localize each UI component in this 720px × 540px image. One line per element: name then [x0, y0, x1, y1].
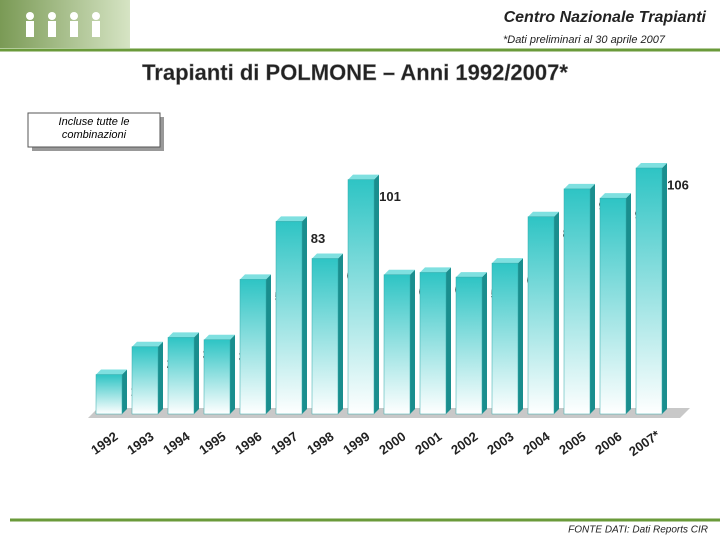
bar-top [96, 369, 127, 375]
bar-top [564, 183, 595, 189]
x-tick-label: 1999 [340, 429, 372, 458]
bar [455, 276, 483, 415]
bar-side [374, 174, 379, 414]
data-label: 83 [311, 231, 325, 246]
bar [383, 274, 411, 415]
bar [203, 339, 231, 415]
bar-side [230, 334, 235, 414]
bar [311, 258, 339, 415]
bar-side [122, 369, 127, 414]
header-note: *Dati preliminari al 30 aprile 2007 [503, 34, 666, 46]
bar-side [518, 258, 523, 414]
annotation: Incluse tutte le combinazioni [58, 116, 130, 141]
bar [527, 216, 555, 415]
bar-top [420, 267, 451, 273]
bar-side [446, 267, 451, 414]
bar-side [410, 269, 415, 414]
bar [239, 279, 267, 415]
bar [563, 188, 591, 415]
bar-top [600, 193, 631, 199]
bar-side [338, 253, 343, 414]
bar-side [554, 211, 559, 414]
chart-title: Trapianti di POLMONE – Anni 1992/2007* [142, 60, 568, 85]
x-tick-label: 1995 [196, 429, 228, 458]
logo [26, 12, 100, 37]
x-tick-label: 1996 [232, 429, 264, 458]
bar-side [266, 274, 271, 414]
data-label: 101 [379, 189, 401, 204]
x-tick-label: 2001 [412, 429, 444, 458]
bar-top [348, 174, 379, 180]
x-tick-label: 1994 [160, 428, 193, 457]
logo-band [0, 0, 130, 48]
x-tick-label: 2004 [520, 428, 553, 457]
bar [419, 272, 447, 415]
bar [347, 179, 375, 415]
x-tick-label: 2003 [484, 429, 516, 458]
x-tick-label: 1997 [268, 429, 300, 458]
x-tick-label: 2000 [376, 429, 408, 458]
bar [491, 262, 519, 415]
x-tick-label: 1992 [88, 429, 120, 458]
plot: 1719922919933319943219955819968319976719… [88, 163, 689, 459]
bar-top [276, 216, 307, 222]
bar [131, 346, 159, 415]
bar-top [528, 211, 559, 217]
x-tick-label: 1998 [304, 429, 336, 458]
bar [599, 197, 627, 415]
bar [95, 374, 123, 415]
annotation-wrap: Incluse tutte le combinazioni [58, 116, 130, 141]
source: FONTE DATI: Dati Reports CIR [568, 525, 708, 536]
bar-side [302, 216, 307, 414]
bar [275, 221, 303, 415]
bar-side [158, 341, 163, 414]
bar-top [312, 253, 343, 259]
bar-top [636, 163, 667, 168]
data-label: 106 [667, 177, 689, 192]
org-name: Centro Nazionale Trapianti [504, 9, 707, 26]
bar-side [662, 163, 667, 414]
bar-top [456, 272, 487, 278]
bar-side [626, 193, 631, 414]
bar-top [492, 258, 523, 264]
annotation-box [27, 112, 161, 148]
bar-top [168, 332, 199, 338]
bar-side [590, 183, 595, 414]
x-tick-label: 1993 [124, 429, 156, 458]
bar [167, 337, 195, 415]
bar [635, 167, 663, 415]
bar-top [240, 274, 271, 280]
x-tick-label: 2002 [448, 429, 480, 458]
x-tick-label: 2006 [592, 429, 624, 458]
x-tick-label: 2007* [626, 427, 663, 459]
bar-top [132, 341, 163, 347]
x-tick-label: 2005 [556, 429, 588, 458]
bar-side [482, 272, 487, 414]
bar-top [384, 269, 415, 275]
bar-top [204, 334, 235, 340]
bar-side [194, 332, 199, 414]
